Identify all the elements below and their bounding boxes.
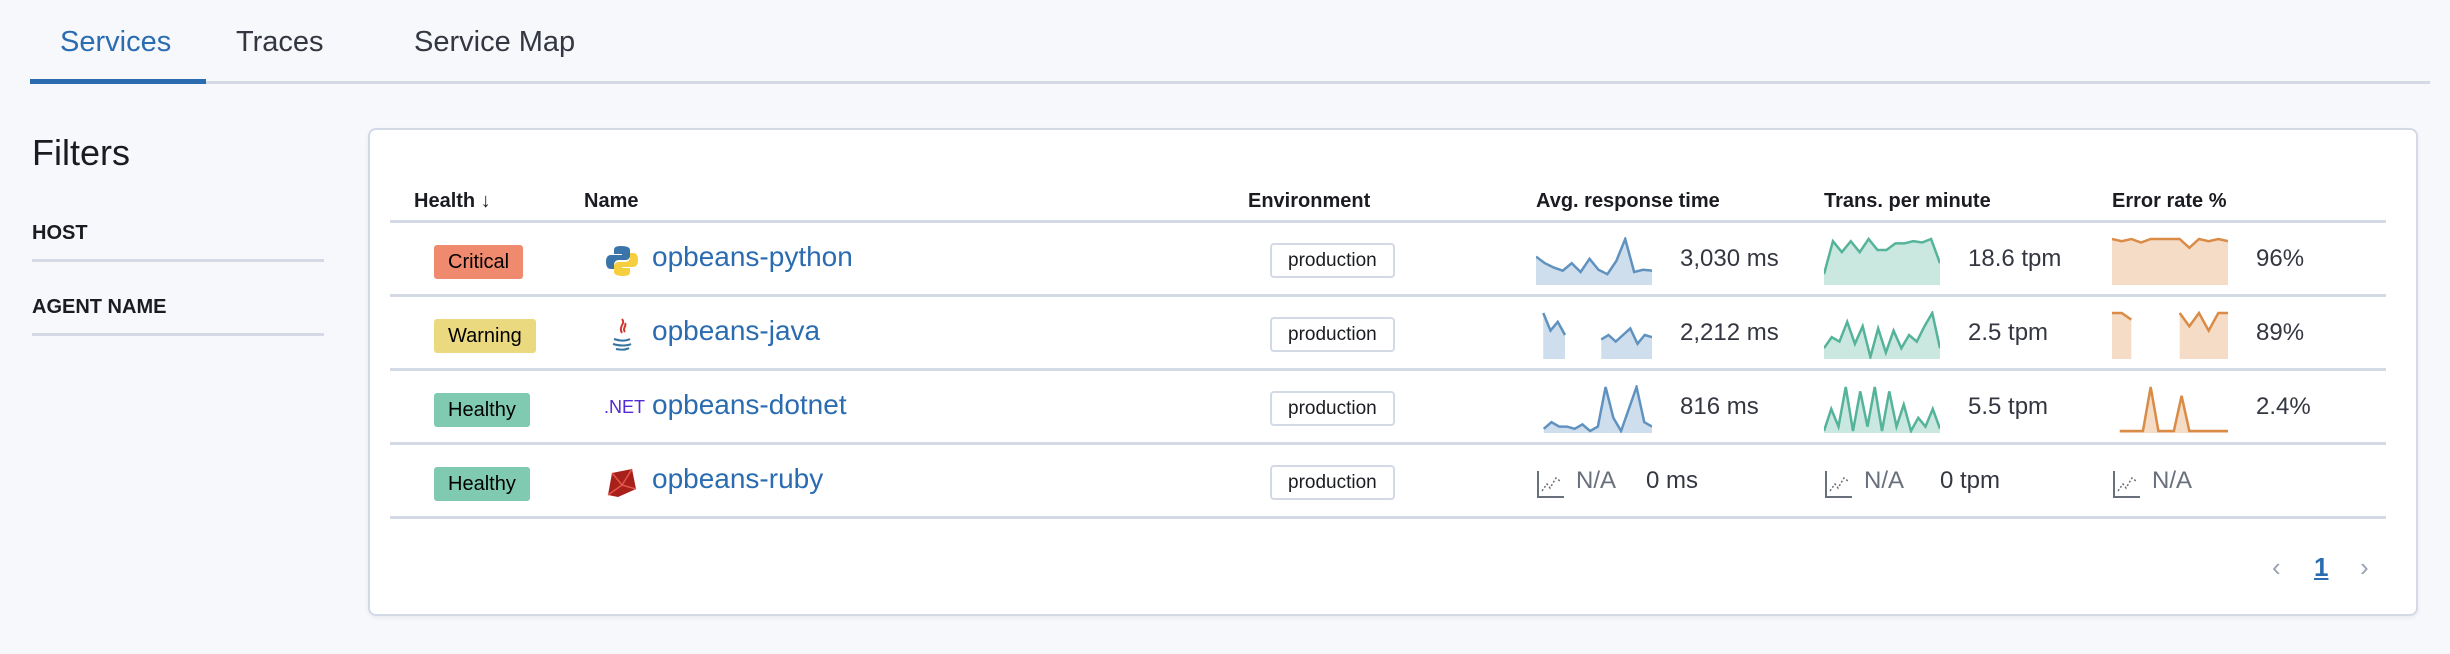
table-row: Healthy .NET opbeans-dotnet production 81…: [390, 371, 2386, 445]
service-name-link[interactable]: opbeans-python: [652, 241, 853, 272]
filter-agent-name[interactable]: AGENT NAME: [32, 296, 324, 336]
sparkline-area: [1536, 239, 1652, 285]
avg-response-value: 816 ms: [1680, 393, 1759, 420]
tabs: Services Traces Service Map: [30, 0, 2430, 84]
table-row: Critical opbeans-python production 3,030 …: [390, 223, 2386, 297]
environment-badge: production: [1270, 317, 1395, 352]
visualize-icon: [1536, 469, 1566, 499]
tpm-value: 18.6 tpm: [1968, 245, 2062, 272]
health-badge: Warning: [434, 319, 536, 353]
sparkline-area: [2112, 313, 2132, 359]
sparkline-area: [1601, 328, 1652, 359]
tpm-na: N/A: [1864, 467, 1905, 494]
tpm-sparkline: [1824, 237, 1940, 285]
avg-response-sparkline: [1542, 312, 1652, 359]
column-trans-per-minute[interactable]: Trans. per minute: [1824, 190, 1991, 212]
tpm-value: 5.5 tpm: [1968, 393, 2049, 420]
column-avg-response-time[interactable]: Avg. response time: [1536, 190, 1720, 212]
tpm-value: 2.5 tpm: [1968, 319, 2049, 346]
error-rate-value: 89%: [2256, 319, 2305, 346]
sparkline-line: [2112, 311, 2133, 321]
sparkline-line: [1824, 237, 1940, 275]
sparkline-line: [2112, 237, 2228, 250]
environment-badge: production: [1270, 243, 1395, 278]
filter-host[interactable]: HOST: [32, 222, 324, 262]
avg-response-sparkline: [1536, 237, 1652, 285]
sparkline-line: [2178, 311, 2228, 334]
error-rate-sparkline: [2119, 386, 2228, 433]
sparkline-line: [1536, 237, 1652, 276]
arrow-down-icon: ↓: [480, 190, 491, 212]
services-table-panel: Health ↓ Name Environment Avg. response …: [368, 128, 2418, 616]
environment-badge: production: [1270, 465, 1395, 500]
sparkline-line: [1542, 385, 1652, 433]
tab-traces[interactable]: Traces: [236, 26, 324, 58]
error-rate-sparkline: [2112, 311, 2228, 359]
sparkline-line: [1600, 326, 1652, 347]
visualize-icon: [1824, 469, 1854, 499]
column-environment[interactable]: Environment: [1248, 190, 1371, 212]
avg-response-sparkline: [1542, 385, 1652, 433]
table-row: Healthy opbeans-ruby production N/A 0 ms…: [390, 445, 2386, 519]
pagination-page-1[interactable]: 1: [2314, 552, 2329, 582]
pagination-prev[interactable]: ‹: [2272, 552, 2281, 582]
error-rate-value: 96%: [2256, 245, 2305, 272]
error-rate-sparkline: [2112, 237, 2228, 285]
pagination-next[interactable]: ›: [2360, 552, 2369, 582]
tab-service-map[interactable]: Service Map: [414, 26, 576, 58]
health-badge: Healthy: [434, 393, 530, 427]
avg-na: N/A: [1576, 467, 1617, 494]
column-error-rate[interactable]: Error rate %: [2112, 190, 2227, 212]
health-badge: Critical: [434, 245, 524, 279]
dotnet-icon: .NET: [604, 397, 646, 417]
tpm-sparkline: [1824, 311, 1940, 359]
tpm-sparkline: [1824, 386, 1940, 433]
sparkline-line: [1824, 386, 1940, 433]
sparkline-line: [2119, 386, 2228, 433]
sparkline-area: [1543, 313, 1565, 359]
sparkline-line: [1542, 312, 1567, 336]
sparkline-area: [1824, 387, 1940, 433]
sparkline-area: [1824, 313, 1940, 359]
sparkline-line: [1824, 311, 1940, 359]
sparkline-area: [2112, 239, 2228, 285]
avg-response-value: 0 ms: [1646, 467, 1699, 494]
health-badge: Healthy: [434, 467, 530, 501]
table-header: Health ↓ Name Environment Avg. response …: [390, 180, 2386, 223]
tab-services[interactable]: Services: [30, 22, 206, 84]
tpm-value: 0 tpm: [1940, 467, 2001, 494]
service-name-link[interactable]: opbeans-dotnet: [652, 389, 847, 420]
column-name[interactable]: Name: [584, 190, 639, 212]
environment-badge: production: [1270, 391, 1395, 426]
error-rate-na: N/A: [2152, 467, 2193, 494]
service-name-link[interactable]: opbeans-java: [652, 315, 821, 346]
java-icon: [604, 317, 640, 353]
avg-response-value: 3,030 ms: [1680, 245, 1779, 272]
filters-title: Filters: [32, 132, 130, 173]
service-name-link[interactable]: opbeans-ruby: [652, 463, 824, 494]
python-icon: [604, 243, 640, 279]
health-header-label: Health: [414, 190, 476, 212]
sparkline-area: [2119, 387, 2228, 433]
sparkline-area: [1824, 239, 1940, 285]
error-rate-value: 2.4%: [2256, 393, 2311, 420]
column-health[interactable]: Health ↓: [414, 190, 491, 213]
avg-response-value: 2,212 ms: [1680, 319, 1779, 346]
visualize-icon: [2112, 469, 2142, 499]
ruby-icon: [604, 465, 640, 501]
table-row: Warning opbeans-java production 2,212 ms …: [390, 297, 2386, 371]
